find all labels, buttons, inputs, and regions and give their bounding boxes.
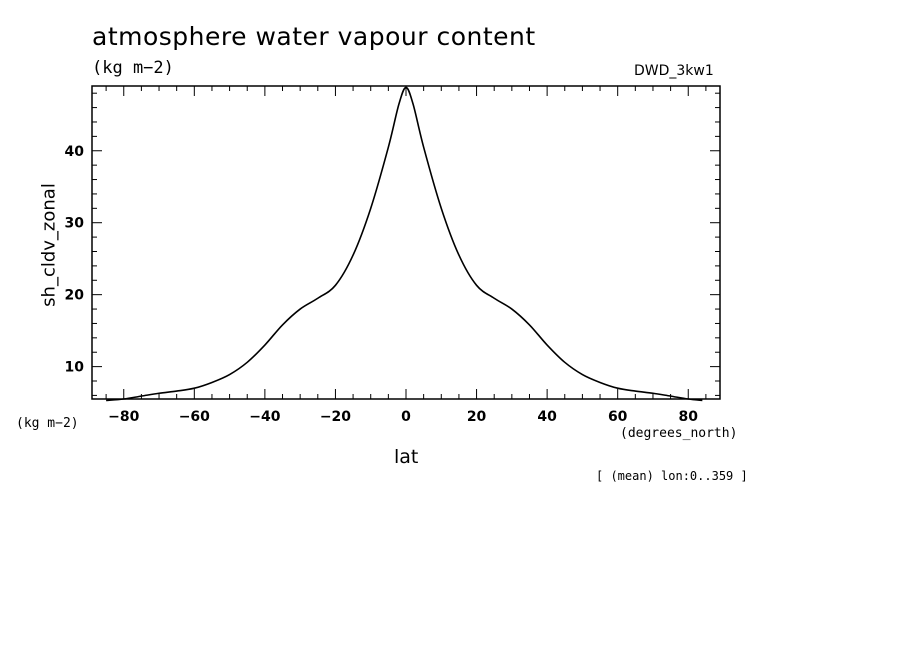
axis-ticks	[92, 86, 720, 399]
y-tick-label: 40	[65, 144, 85, 160]
x-tick-label: 40	[537, 409, 557, 425]
x-axis-label: lat	[394, 446, 419, 468]
plot-frame	[91, 85, 721, 400]
x-tick-label: 0	[401, 409, 411, 425]
y-tick-label: 20	[65, 288, 85, 304]
model-name: DWD_3kw1	[634, 63, 714, 79]
x-tick-label: −60	[179, 409, 210, 425]
x-tick-label: −20	[320, 409, 351, 425]
series-line	[106, 86, 703, 402]
axis-tick-labels: −80 −60 −40 −20 0 20 40 60 80 10 20 30 40	[65, 144, 699, 425]
x-axis-units: (degrees_north)	[620, 426, 738, 441]
y-tick-label: 30	[65, 216, 85, 232]
x-tick-label: −80	[108, 409, 139, 425]
x-tick-label: 60	[608, 409, 628, 425]
chart-title: atmosphere water vapour content	[92, 22, 536, 51]
x-tick-label: 20	[467, 409, 487, 425]
footnote: [ (mean) lon:0..359 ]	[596, 469, 748, 483]
series-group	[106, 86, 703, 402]
y-axis-units: (kg m−2)	[16, 416, 79, 431]
x-tick-label: 80	[679, 409, 699, 425]
chart-units: (kg m−2)	[92, 58, 174, 78]
x-tick-label: −40	[249, 409, 280, 425]
y-tick-label: 10	[65, 360, 85, 376]
